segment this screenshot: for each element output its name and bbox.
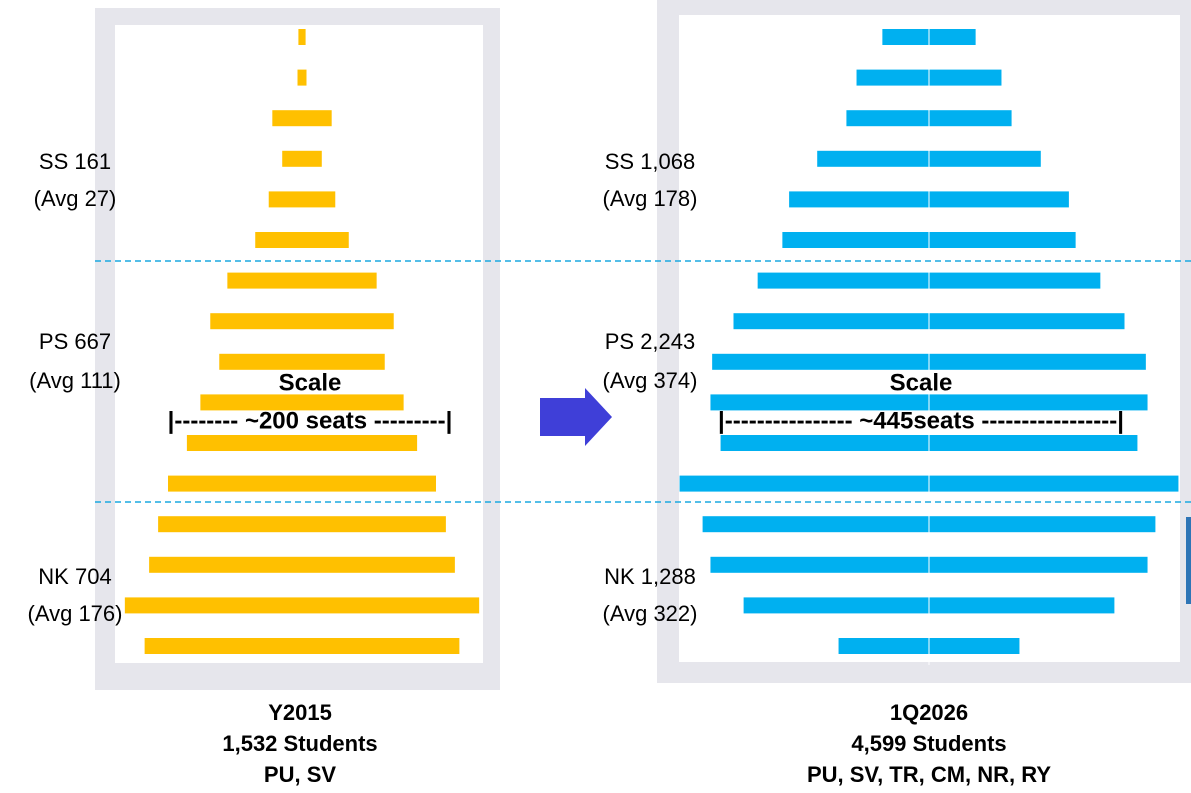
- bar: [282, 150, 322, 167]
- group-average: (Avg 178): [603, 186, 698, 211]
- group-average: (Avg 27): [34, 186, 117, 211]
- group-average: (Avg 111): [29, 368, 121, 393]
- scale-label: |---------------- ~445seats ------------…: [718, 407, 1124, 434]
- caption: 1,532 Students: [222, 731, 377, 756]
- panel-inner: [115, 25, 483, 663]
- caption: PU, SV: [264, 762, 336, 787]
- bars: [124, 20, 1179, 665]
- bar: [297, 69, 307, 86]
- group-label: PS 667: [39, 329, 111, 354]
- group-average: (Avg 322): [603, 601, 698, 626]
- bar: [298, 29, 306, 45]
- caption: 4,599 Students: [851, 731, 1006, 756]
- group-label: NK 1,288: [604, 564, 696, 589]
- scale-label: |-------- ~200 seats ---------|: [168, 407, 453, 434]
- scale-title: Scale: [279, 369, 342, 396]
- scale-title: Scale: [890, 369, 953, 396]
- group-label: SS 1,068: [605, 149, 696, 174]
- bar: [124, 597, 480, 614]
- labels: SS 161 (Avg 27) PS 667 (Avg 111) NK 704 (Avg …: [28, 149, 1124, 787]
- bar: [168, 475, 436, 492]
- bar: [219, 353, 385, 370]
- caption: PU, SV, TR, CM, NR, RY: [807, 762, 1051, 787]
- group-label: SS 161: [39, 149, 111, 174]
- bar: [272, 110, 332, 127]
- group-average: (Avg 176): [28, 601, 123, 626]
- bar: [144, 638, 460, 654]
- arrow: [540, 388, 612, 446]
- bar: [268, 191, 336, 208]
- bar: [158, 516, 446, 533]
- bar: [255, 232, 349, 248]
- bar: [210, 313, 394, 330]
- caption: Y2015: [268, 700, 332, 725]
- bar: [186, 435, 418, 451]
- group-label: PS 2,243: [605, 329, 696, 354]
- group-average: (Avg 374): [603, 368, 698, 393]
- bar: [227, 272, 377, 289]
- bar: [200, 394, 404, 411]
- group-label: NK 704: [38, 564, 111, 589]
- bar: [149, 556, 455, 573]
- caption: 1Q2026: [890, 700, 968, 725]
- edge-mark: [1186, 517, 1191, 604]
